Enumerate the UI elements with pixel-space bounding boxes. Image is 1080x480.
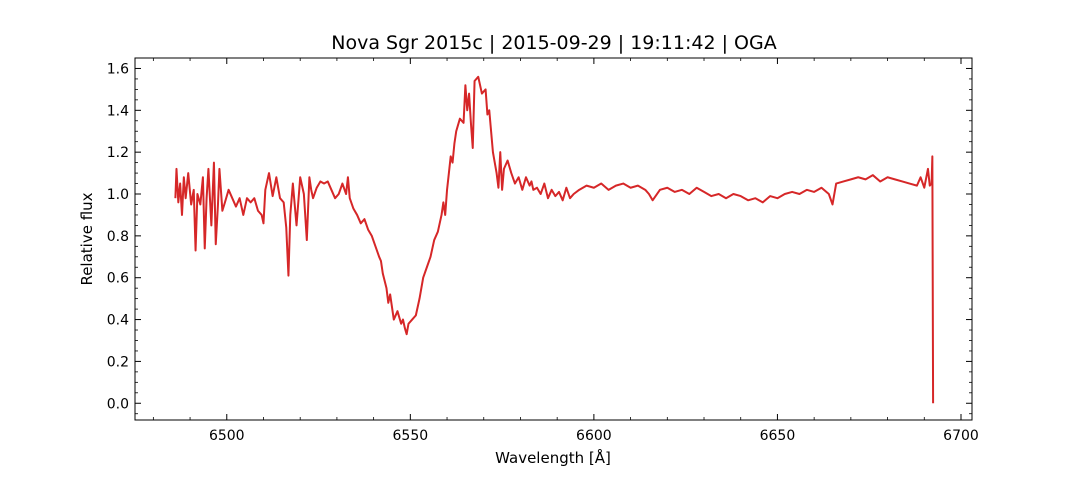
y-tick-label: 0.0	[107, 396, 129, 412]
ticks-layer: 6500 6550 6600 6650 6700 0.0 0.2 0.4 0.6 0.8 1.0 1.…	[107, 58, 979, 444]
series-layer	[174, 75, 935, 404]
y-tick-label: 0.2	[107, 354, 129, 370]
chart-title: Nova Sgr 2015c | 2015-09-29 | 19:11:42 |…	[331, 32, 776, 54]
y-tick-label: 1.2	[107, 145, 129, 161]
x-tick-label: 6600	[576, 428, 612, 444]
x-tick-label: 6650	[760, 428, 796, 444]
y-tick-label: 1.0	[107, 187, 129, 203]
x-tick-label: 6700	[943, 428, 979, 444]
y-tick-label: 1.6	[107, 61, 129, 77]
x-tick-label: 6500	[209, 428, 245, 444]
y-axis-label: Relative flux	[78, 192, 96, 285]
y-tick-label: 1.4	[107, 103, 129, 119]
y-tick-label: 0.8	[107, 229, 129, 245]
x-tick-label: 6550	[393, 428, 429, 444]
y-tick-label: 0.6	[107, 271, 129, 287]
axes-frame	[134, 57, 973, 421]
spectrum-line	[174, 75, 935, 404]
x-axis-label: Wavelength [Å]	[495, 448, 611, 467]
y-tick-label: 0.4	[107, 313, 129, 329]
